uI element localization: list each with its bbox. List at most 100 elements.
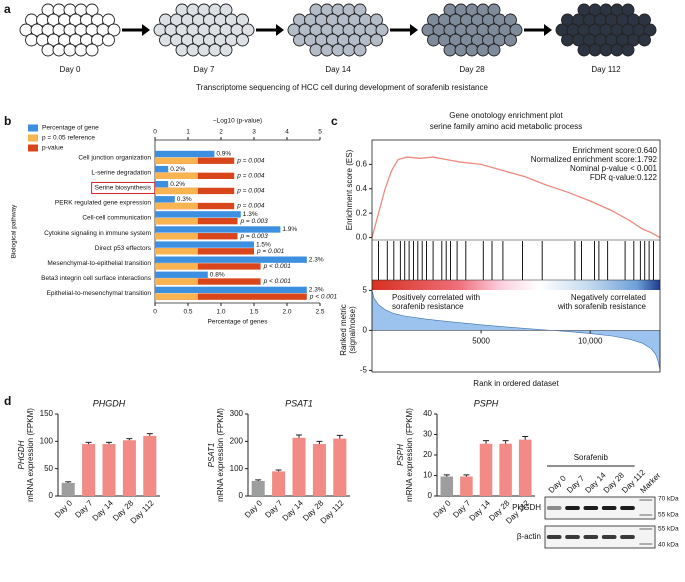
y-tick-label: 150 [40, 409, 54, 418]
value-label: 0.9% [216, 151, 231, 158]
value-label: 1.5% [256, 241, 271, 248]
bar [155, 181, 169, 188]
legend-swatch [28, 124, 38, 132]
x-axis-title: Rank in ordered dataset [473, 379, 559, 388]
bar [479, 443, 493, 496]
row-label: PHGDH [512, 503, 541, 512]
category-label: L-serine degradation [91, 169, 151, 176]
stage-label: Day 112 [591, 65, 621, 74]
cell [638, 13, 651, 27]
y2-tick-label: 0 [363, 326, 368, 335]
bar [333, 438, 347, 496]
bar [272, 471, 286, 496]
cell [427, 33, 440, 47]
p-label: p < 0.001 [263, 278, 292, 285]
legend-swatch [28, 144, 38, 152]
p-label: p = 0.004 [236, 188, 265, 195]
row-label: β-actin [517, 532, 541, 541]
y-axis-title: PHGDH [17, 440, 26, 469]
p-label: p = 0.003 [240, 218, 269, 225]
cell [197, 43, 211, 57]
y-axis-title: mRNA expression (FPKM) [405, 408, 414, 502]
error-bar [336, 434, 343, 439]
negative-label: Negatively correlated [571, 293, 646, 302]
category-label: Epithelial-to-mesenchymal transition [47, 290, 152, 297]
y-axis-title: PSAT1 [207, 443, 216, 468]
y-tick-label: 0.0 [356, 233, 368, 242]
cell [236, 13, 249, 27]
bar [155, 226, 281, 233]
error-bar [522, 436, 529, 440]
marker-size: 40 kDa [658, 542, 679, 549]
cell-cluster [287, 3, 389, 57]
y-axis-title: mRNA expression (FPKM) [26, 408, 35, 502]
panel-letter: d [4, 394, 11, 408]
y-tick-label: 100 [230, 464, 244, 473]
cell [25, 33, 38, 47]
cell [186, 43, 200, 57]
cell [219, 43, 233, 57]
y-tick-label: 50 [44, 464, 53, 473]
bar [122, 440, 136, 496]
legend-swatch [28, 134, 38, 142]
blot-band [620, 535, 635, 539]
cell-cluster [555, 3, 657, 57]
x2-tick-label: 3 [252, 129, 256, 136]
positive-label: Positively correlated with [392, 293, 480, 302]
blot-band [583, 506, 599, 510]
error-bar [443, 474, 450, 477]
error-bar [275, 469, 282, 472]
value-label: 0.3% [177, 196, 192, 203]
bar [155, 241, 254, 248]
p-label: p < 0.001 [263, 263, 292, 270]
positive-label: sorafenib resistance [392, 302, 464, 311]
error-bar [106, 441, 112, 445]
blot-band [601, 535, 617, 539]
x-tick-label: 2.5 [315, 309, 324, 316]
category-label: Cell junction organization [78, 154, 151, 161]
y-tick-label: 0.2 [356, 208, 368, 217]
bar [155, 248, 198, 255]
error-bar [126, 438, 133, 441]
stage-label: Day 28 [459, 65, 485, 74]
stage-label: Day 7 [194, 65, 215, 74]
bar [143, 435, 157, 496]
x2-tick-label: 5 [318, 129, 322, 136]
bar [440, 476, 454, 496]
bar [460, 476, 473, 496]
x2-tick-label: 2 [219, 129, 223, 136]
cell [643, 23, 657, 37]
y-tick-label: 200 [230, 436, 244, 445]
x-axis-title: Percentage of genes [208, 319, 269, 326]
y-tick-label: 300 [230, 409, 244, 418]
stat-text: Nominal p-value < 0.001 [570, 164, 657, 173]
stat-text: FDR q-value:0.122 [590, 173, 658, 182]
x2-tick-label: 1 [186, 129, 190, 136]
chart-title: PSPH [474, 398, 499, 408]
y-tick-label: 100 [40, 436, 54, 445]
error-bar [296, 434, 302, 438]
category-label: Beta3 integrin cell surface interactions [41, 275, 152, 282]
cell [443, 43, 457, 57]
cell [208, 43, 222, 57]
cell [599, 43, 613, 57]
cell [621, 43, 635, 57]
es-line [371, 156, 661, 239]
category-label: PERK regulated gene expression [55, 200, 152, 207]
x-tick-label: 2.0 [282, 309, 291, 316]
bar [82, 444, 96, 496]
chart-subtitle: serine family amino acid metabolic proce… [430, 122, 583, 131]
chart-title: PSAT1 [285, 398, 313, 408]
value-label: 1.9% [282, 226, 297, 233]
blot-box [544, 525, 656, 549]
bar [155, 233, 198, 240]
marker-size: 55 kDa [658, 512, 679, 519]
bar [155, 187, 198, 195]
arrow-head [544, 24, 552, 36]
bar [155, 293, 198, 300]
y-tick-label: 40 [423, 409, 432, 418]
bar [61, 482, 75, 496]
cell [353, 43, 367, 57]
marker-size: 70 kDa [658, 496, 679, 503]
